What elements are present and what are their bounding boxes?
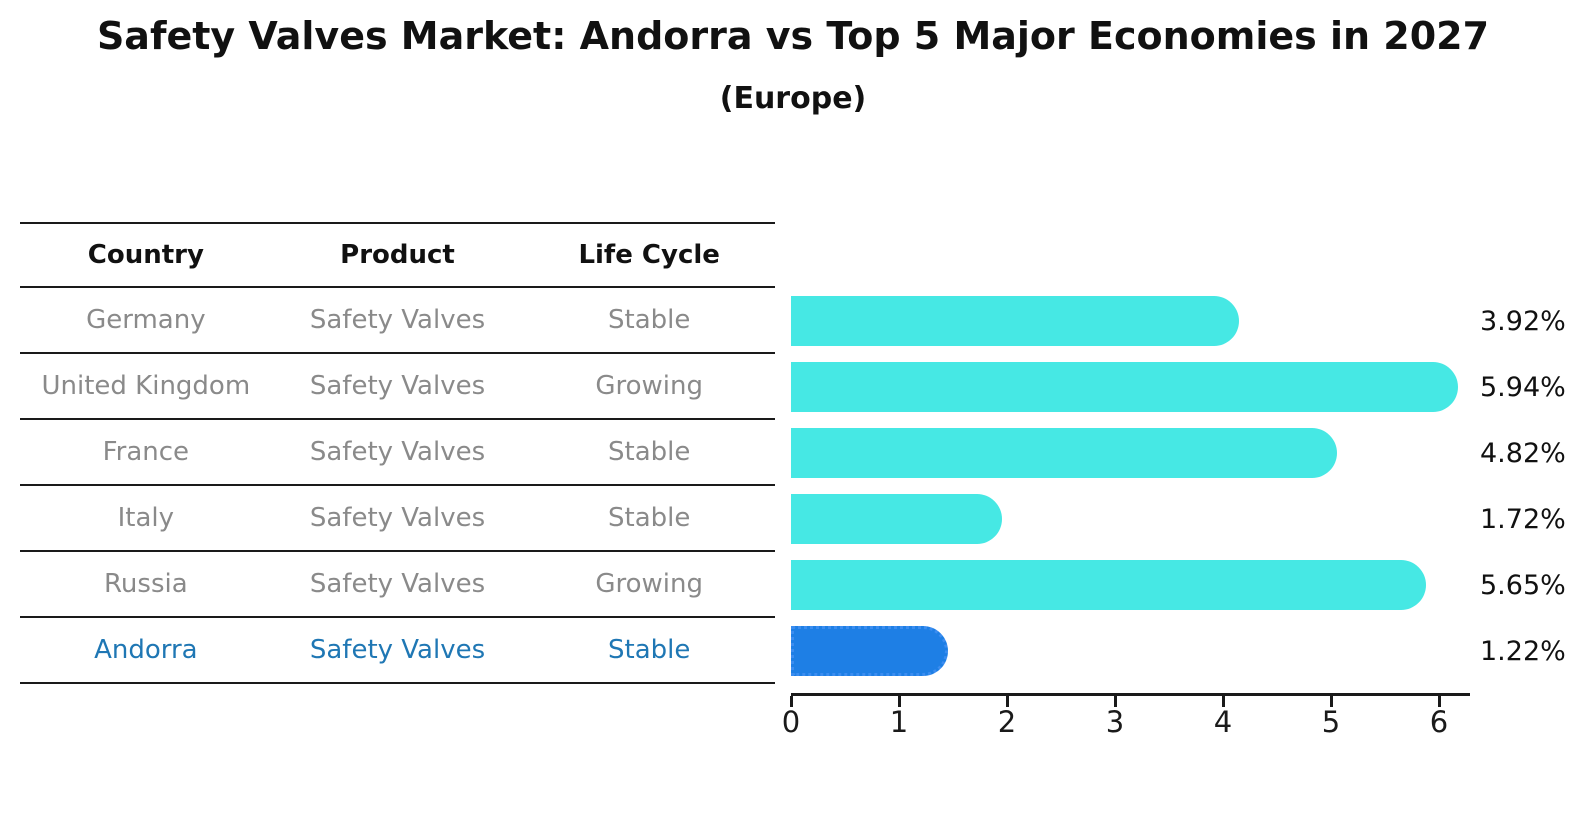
table-row-andorra: Andorra Safety Valves Stable (20, 618, 775, 684)
bar-united-kingdom (791, 362, 1458, 412)
table-row-germany: Germany Safety Valves Stable (20, 288, 775, 354)
bar-row (791, 288, 1491, 354)
cell-life-cycle: Stable (608, 635, 691, 665)
x-axis-tick (1438, 696, 1441, 707)
cell-country: United Kingdom (41, 371, 251, 401)
bar-row (791, 354, 1491, 420)
x-axis-tick-label: 2 (997, 705, 1017, 739)
value-label-france: 4.82% (1480, 437, 1566, 469)
x-axis-tick-label: 5 (1321, 705, 1341, 739)
x-axis-tick-label: 6 (1429, 705, 1449, 739)
table-row-italy: Italy Safety Valves Stable (20, 486, 775, 552)
cell-life-cycle: Growing (595, 569, 703, 599)
bar-france (791, 428, 1337, 478)
cell-life-cycle: Stable (608, 437, 691, 467)
value-label-column: 3.92% 5.94% 4.82% 1.72% 5.65% 1.22% (1480, 288, 1586, 684)
cell-country: Andorra (94, 635, 198, 665)
table-header-life-cycle: Life Cycle (578, 240, 720, 270)
x-axis-tick-label: 4 (1213, 705, 1233, 739)
cell-country: France (102, 437, 190, 467)
table-row-france: France Safety Valves Stable (20, 420, 775, 486)
x-axis-tick-label: 3 (1105, 705, 1125, 739)
chart-title: Safety Valves Market: Andorra vs Top 5 M… (96, 14, 1490, 58)
x-axis: 0 1 2 3 4 5 6 (782, 693, 1470, 753)
x-axis-tick (1114, 696, 1117, 707)
cell-life-cycle: Growing (595, 371, 703, 401)
bar-russia (791, 560, 1426, 610)
cell-country: Russia (104, 569, 188, 599)
x-axis-tick-label: 0 (781, 705, 801, 739)
x-axis-tick (790, 696, 793, 707)
bar-italy (791, 494, 1002, 544)
table-body: Germany Safety Valves Stable United Kingdom… (20, 288, 775, 684)
x-axis-tick (898, 696, 901, 707)
bar-row (791, 486, 1491, 552)
value-label-italy: 1.72% (1480, 503, 1566, 535)
x-axis-line (791, 693, 1470, 696)
x-axis-tick-label: 1 (889, 705, 909, 739)
table-header-row: Country Product Life Cycle (20, 222, 775, 288)
cell-product: Safety Valves (309, 569, 486, 599)
cell-country: Italy (117, 503, 175, 533)
chart-subtitle: (Europe) (719, 81, 867, 116)
cell-life-cycle: Stable (608, 305, 691, 335)
table-row-russia: Russia Safety Valves Growing (20, 552, 775, 618)
x-axis-tick (1330, 696, 1333, 707)
bar-germany (791, 296, 1239, 346)
bar-row (791, 618, 1491, 684)
country-table: Country Product Life Cycle Germany Safety… (20, 222, 775, 684)
bar-row (791, 420, 1491, 486)
cell-country: Germany (86, 305, 206, 335)
value-label-andorra: 1.22% (1480, 635, 1566, 667)
cell-product: Safety Valves (309, 635, 486, 665)
value-label-russia: 5.65% (1480, 569, 1566, 601)
bar-row (791, 552, 1491, 618)
value-label-united-kingdom: 5.94% (1480, 371, 1566, 403)
bar-plot-area (791, 288, 1491, 684)
value-label-germany: 3.92% (1480, 305, 1566, 337)
cell-product: Safety Valves (309, 305, 486, 335)
table-header-product: Product (340, 240, 455, 270)
table-header-country: Country (87, 240, 204, 270)
x-axis-tick (1006, 696, 1009, 707)
cell-product: Safety Valves (309, 437, 486, 467)
table-row-united-kingdom: United Kingdom Safety Valves Growing (20, 354, 775, 420)
cell-product: Safety Valves (309, 371, 486, 401)
cell-life-cycle: Stable (608, 503, 691, 533)
bar-andorra (791, 626, 948, 676)
x-axis-tick (1222, 696, 1225, 707)
cell-product: Safety Valves (309, 503, 486, 533)
